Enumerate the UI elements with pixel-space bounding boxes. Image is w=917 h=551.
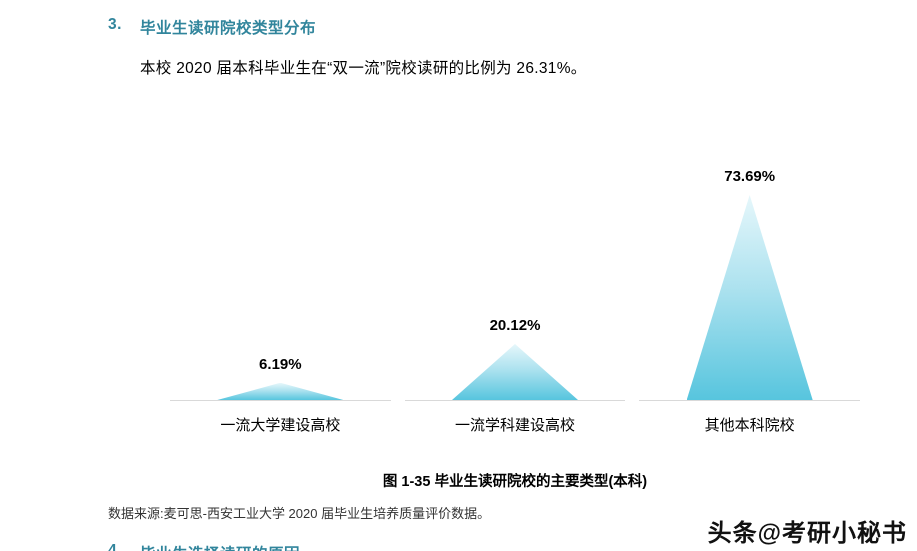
chart-group: 73.69% 其他本科院校	[639, 160, 861, 435]
category-label: 其他本科院校	[704, 417, 795, 434]
section-number: 4.	[108, 542, 122, 551]
section-title: 毕业生选择读研的原因	[140, 542, 300, 551]
category-label: 一流大学建设高校	[220, 417, 341, 434]
triangle-shape	[686, 195, 813, 400]
chart-plot-area: 6.19%	[170, 160, 391, 401]
data-value-label: 73.69%	[724, 168, 776, 185]
section-title: 毕业生读研院校类型分布	[139, 20, 316, 37]
chart-plot-area: 73.69%	[639, 160, 861, 401]
chart-plot-area: 20.12%	[404, 160, 626, 401]
chart-group: 20.12% 一流学科建设高校	[404, 160, 626, 435]
body-paragraph: 本校 2020 届本科毕业生在“双一流”院校读研的比例为 26.31%。	[140, 60, 587, 77]
triangle-chart: 6.19% 一流大学建设高校 20.12% 一流学科建设高校 73.69% 其他…	[170, 160, 861, 435]
chart-group: 6.19% 一流大学建设高校	[170, 160, 391, 435]
section-heading-3: 3. 毕业生读研院校类型分布	[108, 16, 316, 38]
section-number: 3.	[108, 16, 122, 33]
figure-caption: 图 1-35 毕业生读研院校的主要类型(本科)	[382, 474, 648, 490]
data-value-label: 6.19%	[259, 355, 302, 373]
section-heading-4: 4. 毕业生选择读研的原因	[108, 542, 300, 551]
data-source-note: 数据来源:麦可思-西安工业大学 2020 届毕业生培养质量评价数据。	[108, 506, 491, 521]
data-value-label: 20.12%	[489, 317, 541, 335]
category-label: 一流学科建设高校	[455, 417, 576, 434]
triangle-shape	[217, 382, 344, 400]
watermark: 头条@考研小秘书	[707, 520, 907, 547]
triangle-shape	[452, 344, 578, 400]
